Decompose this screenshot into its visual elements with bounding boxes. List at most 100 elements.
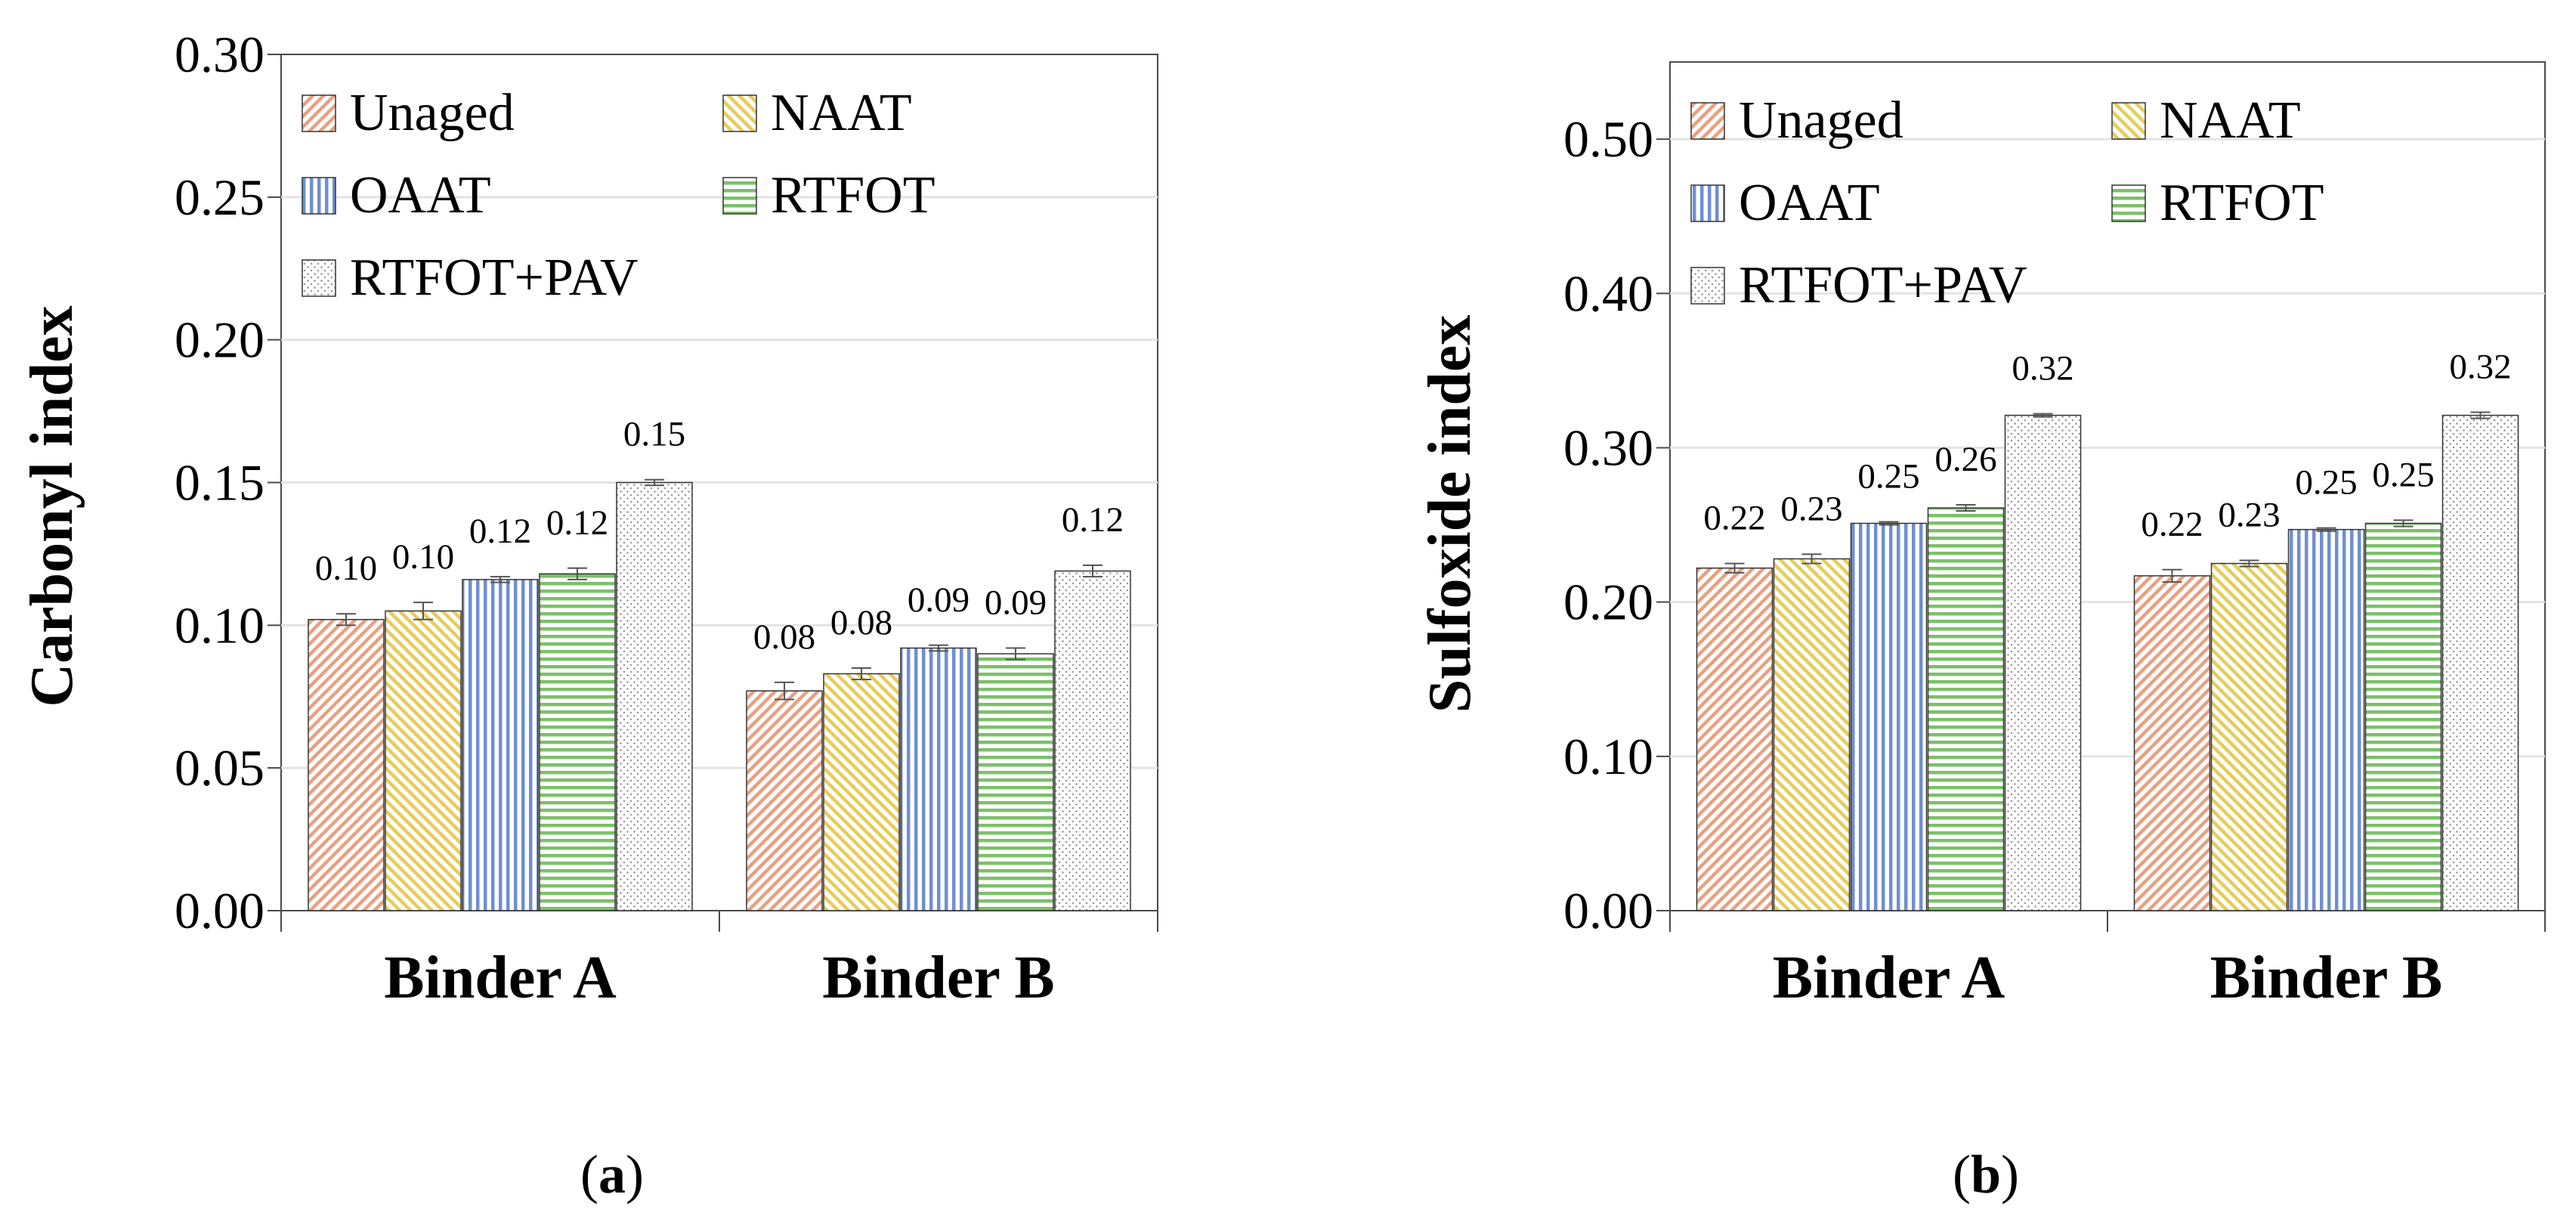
legend-label: RTFOT	[771, 166, 935, 224]
legend-label: NAAT	[2160, 91, 2301, 150]
bar-unaged-binder-b	[2133, 575, 2211, 911]
bar-oaat-binder-b	[2287, 528, 2365, 911]
y-tick-label: 0.05	[175, 739, 264, 797]
data-label: 0.25	[1857, 456, 1919, 496]
y-axis-label: Carbonyl index	[19, 305, 85, 707]
error-bar	[2393, 519, 2414, 527]
error-bar	[413, 602, 433, 620]
legend-label: RTFOT+PAV	[350, 249, 639, 307]
data-label: 0.10	[392, 537, 454, 577]
data-label: 0.12	[546, 503, 608, 543]
legend-label: OAAT	[350, 166, 491, 224]
bar-unaged-binder-b	[746, 690, 823, 911]
y-tick-label: 0.50	[1563, 110, 1653, 168]
bar-rtfot-pav-binder-b	[2441, 414, 2519, 911]
x-category-label: Binder A	[384, 945, 617, 1011]
legend-swatch	[722, 177, 757, 215]
legend-label: NAAT	[771, 84, 912, 142]
error-bar	[1083, 565, 1102, 578]
data-label: 0.08	[753, 617, 815, 657]
error-bar	[567, 567, 587, 580]
bar-oaat-binder-a	[1850, 522, 1928, 911]
error-bar	[1801, 553, 1822, 565]
bar-naat-binder-a	[385, 610, 462, 911]
error-bar	[2316, 527, 2336, 532]
bar-rtfot-binder-b	[2364, 522, 2442, 911]
y-tick-label: 0.30	[1563, 419, 1653, 476]
error-bar	[490, 576, 510, 583]
error-bar	[645, 478, 664, 487]
error-bar	[1879, 521, 1899, 526]
bar-oaat-binder-b	[900, 647, 977, 911]
data-label: 0.22	[2141, 505, 2203, 544]
error-bar	[1006, 647, 1025, 660]
legend-item-rtfot-pav: RTFOT+PAV	[1690, 256, 2027, 314]
data-label: 0.10	[315, 549, 377, 588]
legend-swatch	[1690, 102, 1725, 140]
chart-panel-a: 0.00 0.05 0.10 0.15 0.20 0.25 0.30 Carbonyl ind…	[19, 26, 1158, 1205]
bar-rtfot-pav-binder-a	[616, 481, 693, 911]
y-tick-label: 0.10	[175, 596, 264, 654]
error-bar	[929, 644, 948, 652]
data-label: 0.26	[1934, 440, 1996, 479]
legend-item-rtfot: RTFOT	[2111, 174, 2324, 232]
legend-swatch	[302, 177, 336, 215]
data-label: 0.09	[985, 583, 1047, 623]
data-label: 0.12	[1062, 500, 1124, 540]
legend-label: RTFOT+PAV	[1739, 256, 2027, 314]
data-label: 0.25	[2295, 463, 2357, 503]
panel-caption: (b)	[1953, 1144, 2019, 1205]
data-label: 0.23	[1780, 489, 1842, 528]
legend-swatch	[302, 259, 336, 297]
legend-label: Unaged	[1739, 91, 1903, 150]
y-tick-label: 0.00	[175, 882, 264, 939]
legend-swatch	[1690, 267, 1725, 305]
y-tick-label: 0.40	[1563, 265, 1653, 322]
legend-label: OAAT	[1739, 174, 1880, 232]
data-label: 0.25	[2372, 455, 2434, 494]
bar-unaged-binder-a	[308, 619, 385, 911]
bar-rtfot-binder-b	[977, 653, 1054, 911]
error-bar	[336, 613, 356, 626]
x-category-label: Binder A	[1773, 945, 2005, 1011]
error-bar	[775, 681, 794, 701]
error-bar	[1956, 504, 1976, 512]
error-bar	[852, 667, 871, 681]
y-tick-label: 0.00	[1563, 882, 1653, 939]
error-bar	[2470, 411, 2491, 419]
bar-unaged-binder-a	[1696, 567, 1774, 911]
data-label: 0.08	[830, 603, 892, 642]
legend-swatch	[302, 94, 336, 132]
legend-swatch	[722, 94, 757, 132]
bar-rtfot-binder-a	[539, 573, 616, 911]
bar-rtfot-pav-binder-b	[1054, 570, 1131, 911]
data-label: 0.32	[2449, 347, 2511, 386]
y-tick-label: 0.20	[175, 311, 264, 369]
error-bar	[2239, 559, 2259, 568]
legend-label: Unaged	[350, 84, 515, 142]
legend-swatch	[1690, 184, 1725, 222]
legend-item-naat: NAAT	[722, 84, 912, 142]
legend-item-naat: NAAT	[2111, 91, 2301, 150]
legend-swatch	[2111, 184, 2146, 222]
panel-caption: (a)	[580, 1144, 644, 1205]
bar-rtfot-pav-binder-a	[2004, 414, 2082, 911]
legend-item-unaged: Unaged	[1690, 91, 1903, 150]
panel-caption-letter: b	[1971, 1144, 2001, 1205]
legend-item-rtfot: RTFOT	[722, 166, 935, 224]
x-category-label: Binder B	[822, 945, 1055, 1011]
y-tick-label: 0.10	[1563, 728, 1653, 785]
legend-label: RTFOT	[2160, 174, 2324, 232]
error-bar	[2162, 568, 2182, 583]
y-axis-label: Sulfoxide index	[1417, 315, 1483, 713]
bar-rtfot-binder-a	[1927, 507, 2005, 911]
data-label: 0.22	[1703, 499, 1765, 538]
legend: Unaged NAAT OAAT RTFOT RTFOT+PAV	[302, 84, 935, 307]
legend-swatch	[2111, 102, 2146, 140]
data-label: 0.23	[2218, 496, 2280, 535]
panel-caption-letter: a	[598, 1144, 626, 1205]
legend-item-rtfot-pav: RTFOT+PAV	[302, 249, 639, 307]
error-bar	[2033, 413, 2053, 418]
data-label: 0.15	[623, 415, 685, 454]
